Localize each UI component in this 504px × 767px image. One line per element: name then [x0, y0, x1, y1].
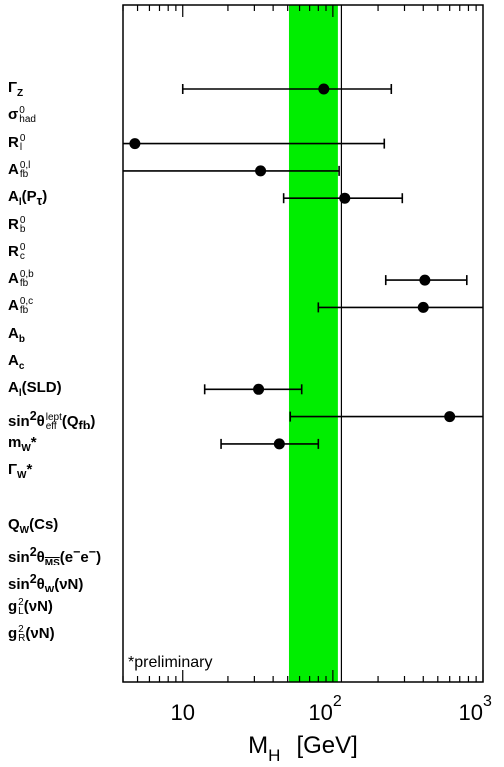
x-tick-label: 10: [171, 700, 195, 725]
data-point: [273, 438, 285, 450]
row-label: R 0l: [8, 133, 25, 152]
row-label: g 2R (νN): [8, 625, 55, 644]
row-label: ΓZ: [8, 79, 23, 99]
data-point: [129, 138, 141, 150]
x-tick-exponent: 3: [483, 693, 492, 710]
x-tick-label: 10: [459, 700, 483, 725]
row-label: A 0,bfb: [8, 270, 34, 289]
plot-frame: [122, 4, 484, 683]
data-point: [419, 274, 431, 286]
data-point: [253, 383, 265, 395]
row-label: Al(Pτ): [8, 188, 47, 208]
data-point: [444, 411, 456, 423]
row-label: R 0b: [8, 215, 25, 234]
row-label: A 0,lfb: [8, 160, 30, 179]
row-label: A 0,cfb: [8, 297, 33, 316]
preliminary-note: *preliminary: [128, 654, 212, 671]
x-axis-title: MH [GeV]: [248, 732, 358, 765]
x-tick-exponent: 2: [333, 693, 342, 710]
row-label: mW*: [8, 434, 37, 454]
row-label: ΓW*: [8, 461, 32, 481]
row-label: g 2L (νN): [8, 597, 53, 616]
mh-band: [288, 5, 338, 682]
row-label: sin2θMS(e−e−): [8, 545, 101, 565]
x-tick-label: 10: [308, 700, 332, 725]
data-point: [339, 192, 351, 204]
row-label: Al(SLD): [8, 379, 62, 399]
row-label: QW(Cs): [8, 516, 58, 536]
data-point: [255, 165, 267, 177]
row-label: Ac: [8, 352, 24, 372]
row-label: R 0c: [8, 242, 25, 261]
data-point: [417, 301, 429, 313]
row-label: sin2θW(νN): [8, 572, 83, 592]
row-label: Ab: [8, 325, 25, 345]
data-point: [318, 83, 330, 95]
